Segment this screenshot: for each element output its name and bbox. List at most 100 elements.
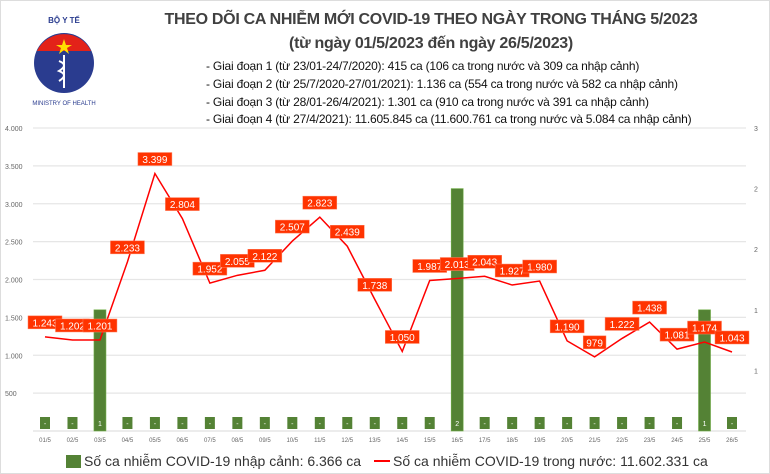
right-tick-label: 1 xyxy=(754,368,758,375)
bar-placeholder xyxy=(232,417,243,429)
bar-label: - xyxy=(648,421,651,428)
bar-placeholder xyxy=(507,417,518,429)
bar-label: - xyxy=(236,421,239,428)
x-tick-label: 19/5 xyxy=(534,438,546,444)
data-label-box xyxy=(357,278,393,292)
phase-2-text: - Giai đoạn 2 (từ 25/7/2020-27/01/2021):… xyxy=(206,77,678,91)
bar-placeholder xyxy=(534,417,545,429)
chart-subtitle: (từ ngày 01/5/2023 đến ngày 26/5/2023) xyxy=(289,35,573,52)
x-tick-label: 06/5 xyxy=(177,438,189,444)
x-tick-label: 01/5 xyxy=(39,438,51,444)
bar-label: - xyxy=(181,421,184,428)
bar-placeholder xyxy=(369,417,380,429)
bar-placeholder xyxy=(562,417,573,429)
x-tick-label: 10/5 xyxy=(286,438,298,444)
bar-placeholder xyxy=(342,417,353,429)
bar-placeholder xyxy=(259,417,270,429)
data-label: 1.738 xyxy=(362,281,387,292)
bar-placeholder xyxy=(479,417,490,429)
bar xyxy=(698,309,711,432)
bar-label: - xyxy=(484,421,487,428)
left-tick-label: 2.000 xyxy=(5,278,23,285)
data-label-box xyxy=(384,330,420,344)
data-label: 2.055 xyxy=(225,257,250,268)
data-label-box xyxy=(632,300,667,315)
bar-placeholder xyxy=(204,417,215,429)
left-tick-label: 4.000 xyxy=(5,126,23,133)
svg-text:BỘ Y TẾ: BỘ Y TẾ xyxy=(48,15,80,25)
x-tick-label: 24/5 xyxy=(671,438,683,444)
bar-label: - xyxy=(401,421,404,428)
data-label: 2.823 xyxy=(307,199,332,210)
data-label: 1.243 xyxy=(32,318,57,329)
data-label: 1.174 xyxy=(692,324,717,335)
data-label-box xyxy=(604,317,640,331)
bar-label: 1 xyxy=(703,421,707,428)
x-tick-label: 05/5 xyxy=(149,438,161,444)
bar-label: - xyxy=(593,421,596,428)
data-label: 1.927 xyxy=(500,267,525,278)
data-label-box xyxy=(330,224,365,239)
bar-label: - xyxy=(126,421,129,428)
x-tick-label: 09/5 xyxy=(259,438,271,444)
legend-item-domestic: Số ca nhiễm COVID-19 trong nước: 11.602.… xyxy=(374,453,708,469)
bar-label: - xyxy=(346,421,349,428)
phase-3-text: - Giai đoạn 3 (từ 28/01-26/4/2021): 1.30… xyxy=(206,95,649,109)
data-label: 979 xyxy=(586,338,603,349)
bar-label: - xyxy=(731,421,734,428)
bar-placeholder xyxy=(177,417,188,429)
data-label-box xyxy=(192,261,228,276)
legend-swatch-bar xyxy=(66,454,81,468)
bar xyxy=(450,188,464,432)
bar-placeholder xyxy=(40,417,50,429)
bar-placeholder xyxy=(424,417,435,429)
right-tick-label: 3 xyxy=(754,126,758,133)
x-tick-label: 26/5 xyxy=(726,438,738,444)
bar-placeholder xyxy=(589,417,600,429)
data-label-box xyxy=(275,219,310,234)
bar-placeholder xyxy=(727,417,737,429)
bar-placeholder xyxy=(617,417,628,429)
data-label-box xyxy=(522,259,557,274)
left-tick-label: 1.000 xyxy=(5,353,23,360)
legend-item-imported: Số ca nhiễm COVID-19 nhập cảnh: 6.366 ca xyxy=(66,453,361,469)
data-label-box xyxy=(659,327,695,342)
right-tick-label: 1 xyxy=(754,308,758,315)
bar-label: - xyxy=(429,421,432,428)
data-label-box xyxy=(82,318,118,333)
data-label-box xyxy=(687,320,722,335)
left-tick-label: 2.500 xyxy=(5,240,23,247)
x-tick-label: 25/5 xyxy=(699,438,711,444)
bar-label: - xyxy=(291,421,294,428)
legend-label-domestic: Số ca nhiễm COVID-19 trong nước: 11.602.… xyxy=(393,453,708,469)
x-tick-label: 14/5 xyxy=(396,438,408,444)
x-tick-label: 02/5 xyxy=(67,438,79,444)
data-label: 2.439 xyxy=(335,228,360,239)
svg-text:MINISTRY OF HEALTH: MINISTRY OF HEALTH xyxy=(32,101,95,107)
phase-4-text: - Giai đoạn 4 (từ 27/4/2021): 11.605.845… xyxy=(206,112,692,126)
data-label: 1.438 xyxy=(637,304,662,315)
data-label: 1.050 xyxy=(390,333,415,344)
data-label: 1.202 xyxy=(60,321,85,332)
x-tick-label: 20/5 xyxy=(561,438,573,444)
data-label: 2.043 xyxy=(472,258,497,269)
bar-label: - xyxy=(319,421,322,428)
bar-placeholder xyxy=(644,417,655,429)
x-tick-label: 16/5 xyxy=(451,438,463,444)
x-tick-label: 18/5 xyxy=(506,438,518,444)
bar-label: - xyxy=(44,421,47,428)
x-tick-label: 11/5 xyxy=(314,438,326,444)
data-label: 3.399 xyxy=(142,155,167,166)
bar-label: 2 xyxy=(455,421,459,428)
ministry-of-health-logo: BỘ Y TẾ MINISTRY OF HEALTH xyxy=(32,15,95,107)
legend-label-imported: Số ca nhiễm COVID-19 nhập cảnh: 6.366 ca xyxy=(84,453,362,469)
data-label: 2.507 xyxy=(280,223,305,234)
data-label-box xyxy=(137,152,173,166)
data-label: 1.043 xyxy=(719,333,744,344)
x-tick-label: 22/5 xyxy=(616,438,628,444)
data-label: 1.081 xyxy=(665,331,690,342)
x-tick-label: 03/5 xyxy=(94,438,106,444)
x-tick-label: 08/5 xyxy=(232,438,244,444)
